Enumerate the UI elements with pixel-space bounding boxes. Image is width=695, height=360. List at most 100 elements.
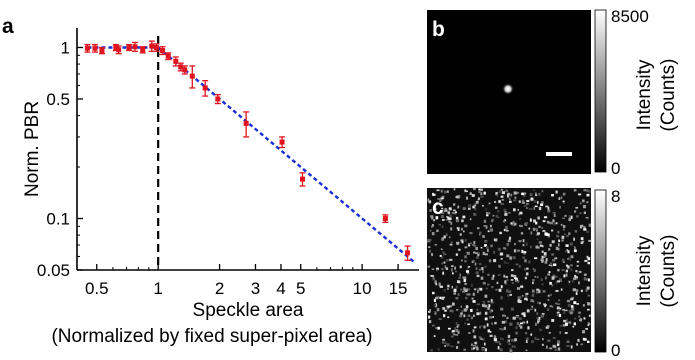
- speckle-grain: [530, 333, 533, 336]
- speckle-grain: [533, 257, 538, 260]
- speckle-grain: [514, 242, 516, 246]
- speckle-grain: [449, 309, 452, 312]
- speckle-grain: [500, 188, 503, 191]
- speckle-grain: [514, 279, 517, 283]
- speckle-grain: [541, 283, 544, 286]
- speckle-grain: [583, 317, 586, 320]
- speckle-grain: [474, 213, 477, 216]
- data-marker: [132, 44, 138, 50]
- speckle-grain: [480, 188, 483, 191]
- speckle-grain: [459, 265, 462, 269]
- speckle-grain: [566, 267, 569, 270]
- speckle-grain: [450, 335, 454, 338]
- speckle-grain: [542, 230, 546, 232]
- speckle-grain: [543, 254, 546, 258]
- speckle-grain: [575, 206, 579, 209]
- speckle-grain: [536, 288, 540, 291]
- speckle-grain: [549, 305, 553, 308]
- speckle-grain: [427, 315, 431, 319]
- speckle-grain: [562, 228, 565, 231]
- speckle-grain: [460, 259, 463, 262]
- speckle-grain: [521, 249, 524, 254]
- speckle-grain: [534, 336, 537, 340]
- x-axis-ticks: 0.5 1 2 3 4 5 10 15: [85, 264, 408, 298]
- speckle-grain: [479, 287, 483, 291]
- panel-b-colorbar-max: 8500: [611, 7, 649, 26]
- speckle-grain: [451, 211, 454, 214]
- speckle-grain: [450, 345, 454, 348]
- speckle-grain: [462, 276, 466, 279]
- speckle-grain: [517, 208, 520, 211]
- panel-c-colorbar-label: Intensity: [634, 235, 655, 306]
- speckle-grain: [466, 293, 470, 296]
- speckle-grain: [444, 265, 447, 269]
- x-tick-label: 5: [296, 279, 305, 298]
- speckle-grain: [570, 215, 573, 219]
- speckle-grain: [474, 208, 477, 211]
- speckle-grain: [431, 232, 435, 236]
- speckle-grain: [586, 193, 590, 197]
- speckle-grain: [440, 197, 444, 200]
- data-marker: [153, 44, 159, 50]
- speckle-grain: [486, 283, 490, 286]
- speckle-grain: [487, 306, 490, 310]
- speckle-grain: [509, 349, 513, 353]
- speckle-grain: [509, 293, 512, 296]
- speckle-grain: [511, 269, 514, 272]
- speckle-grain: [433, 298, 436, 303]
- speckle-grain: [579, 202, 582, 205]
- data-marker: [149, 43, 155, 49]
- speckle-grain: [428, 320, 432, 324]
- speckle-grain: [429, 249, 432, 253]
- speckle-grain: [489, 310, 492, 314]
- speckle-grain: [488, 212, 491, 215]
- speckle-grain: [497, 346, 500, 350]
- speckle-grain: [468, 266, 471, 268]
- data-marker: [178, 64, 184, 70]
- x-tick-label: 2: [215, 279, 224, 298]
- speckle-grain: [550, 229, 554, 232]
- speckle-grain: [461, 310, 464, 313]
- speckle-grain: [522, 239, 525, 243]
- speckle-grain: [521, 192, 525, 196]
- speckle-grain: [470, 242, 472, 245]
- speckle-grain: [427, 265, 431, 268]
- speckle-grain: [512, 316, 516, 320]
- speckle-grain: [523, 205, 527, 208]
- speckle-grain: [518, 200, 521, 203]
- speckle-grain: [433, 335, 436, 337]
- speckle-grain: [554, 348, 557, 351]
- speckle-grain: [500, 285, 503, 289]
- speckle-grain: [576, 271, 580, 274]
- data-marker: [159, 48, 165, 54]
- speckle-grain: [520, 285, 524, 288]
- speckle-grain: [480, 195, 484, 198]
- speckle-grain: [541, 227, 544, 229]
- speckle-grain: [462, 230, 465, 233]
- speckle-grain: [515, 277, 518, 281]
- panel-b-label: b: [432, 18, 445, 41]
- speckle-grain: [565, 269, 569, 273]
- speckle-grain: [475, 252, 479, 255]
- speckle-grain: [451, 309, 454, 313]
- speckle-grain: [493, 259, 497, 263]
- speckle-grain: [525, 331, 528, 335]
- speckle-grain: [505, 262, 509, 264]
- speckle-grain: [440, 215, 444, 218]
- speckle-grain: [452, 209, 456, 212]
- speckle-grain: [456, 227, 460, 230]
- speckle-grain: [489, 316, 493, 319]
- speckle-grain: [539, 244, 543, 247]
- speckle-grain: [529, 208, 533, 210]
- speckle-grain: [557, 247, 560, 251]
- data-marker: [279, 139, 285, 145]
- speckle-grain: [507, 294, 510, 297]
- data-marker: [173, 58, 179, 64]
- speckle-grain: [434, 311, 437, 314]
- speckle-grain: [475, 267, 478, 270]
- speckle-grain: [573, 237, 575, 241]
- speckle-grain: [586, 308, 590, 311]
- speckle-grain: [561, 235, 565, 239]
- speckle-grain: [586, 286, 590, 290]
- speckle-grain: [544, 304, 546, 308]
